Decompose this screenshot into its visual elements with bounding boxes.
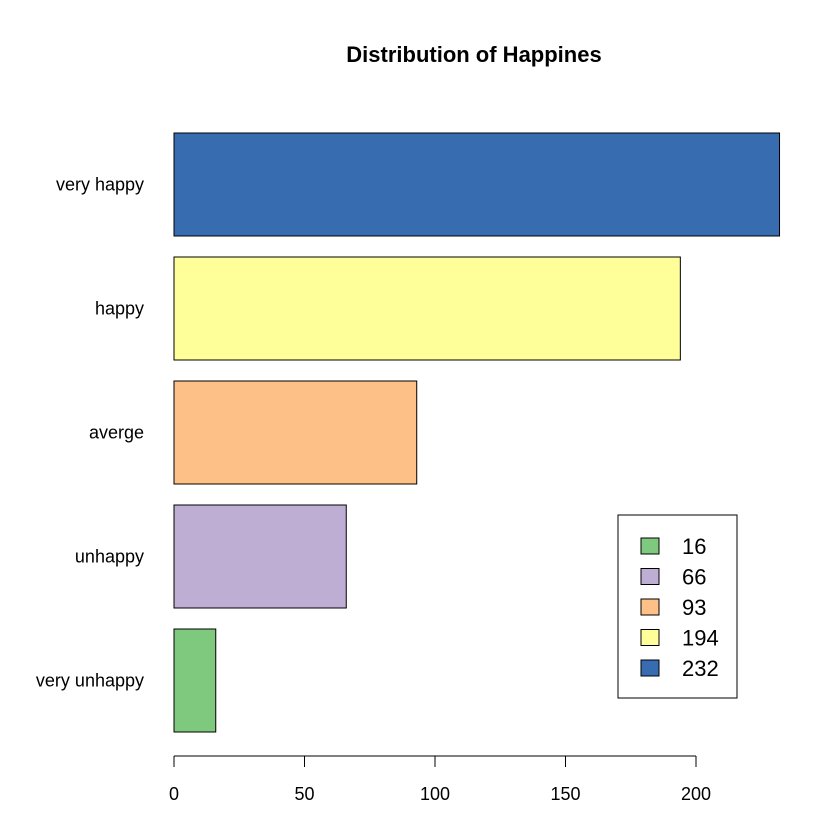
category-label-averge: averge <box>89 423 144 443</box>
legend-swatch-232 <box>640 659 660 677</box>
category-label-very-happy: very happy <box>56 175 144 195</box>
bar-averge <box>173 380 418 485</box>
legend-label-232: 232 <box>682 656 719 681</box>
bar-very-unhappy <box>173 628 217 733</box>
category-labels: very unhappy unhappy averge happy very happy <box>36 175 144 691</box>
bar-very-happy <box>173 132 781 237</box>
legend-swatch-66 <box>640 568 660 585</box>
legend-swatch-194 <box>640 629 660 646</box>
x-tick-label-200: 200 <box>681 784 711 804</box>
category-label-very-unhappy: very unhappy <box>36 671 144 691</box>
legend-box <box>617 514 738 699</box>
legend: 16 66 93 194 232 <box>617 514 738 699</box>
x-tick-label-0: 0 <box>169 784 179 804</box>
bars-layer <box>173 132 781 733</box>
bar-happy <box>173 256 681 361</box>
category-label-happy: happy <box>95 299 144 319</box>
legend-label-16: 16 <box>682 534 706 559</box>
category-label-unhappy: unhappy <box>75 547 144 567</box>
legend-swatch-93 <box>640 598 660 616</box>
x-tick-label-50: 50 <box>294 784 314 804</box>
x-tick-label-100: 100 <box>420 784 450 804</box>
legend-swatch-16 <box>640 537 660 555</box>
legend-label-194: 194 <box>682 626 719 651</box>
chart-title: Distribution of Happines <box>346 42 601 67</box>
legend-label-93: 93 <box>682 595 706 620</box>
legend-label-66: 66 <box>682 565 706 590</box>
x-axis: 0 50 100 150 200 <box>169 755 711 804</box>
bar-unhappy <box>173 504 347 609</box>
x-tick-label-150: 150 <box>550 784 580 804</box>
